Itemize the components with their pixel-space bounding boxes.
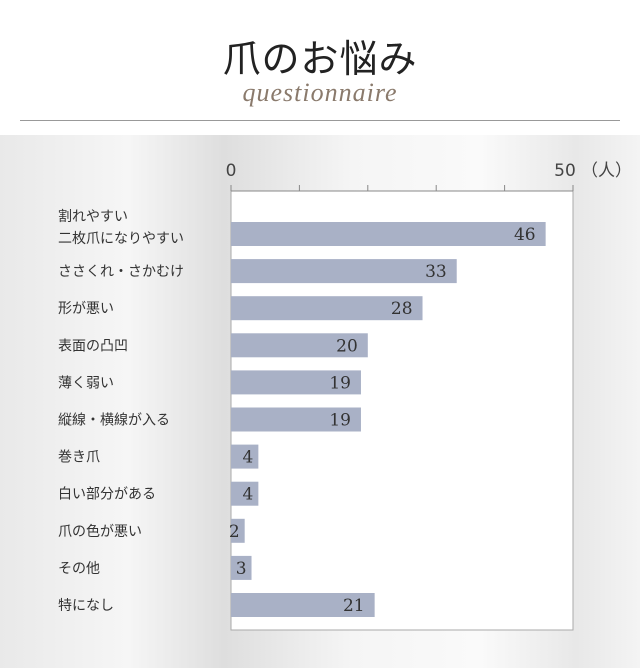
bar — [231, 444, 259, 469]
divider — [20, 120, 620, 121]
bar — [231, 593, 375, 617]
page-title: 爪のお悩み — [222, 37, 418, 81]
category-label: ささくれ・さかむけ — [58, 264, 184, 280]
category-label: 縦線・横線が入る — [58, 413, 170, 429]
category-label: 二枚爪になりやすい — [58, 231, 184, 247]
data-label: 21 — [343, 596, 365, 616]
bar — [231, 370, 361, 395]
category-label: 巻き爪 — [58, 450, 100, 466]
bar — [231, 222, 546, 246]
data-label: 20 — [336, 336, 358, 356]
tick-label-0: 0 — [226, 161, 237, 181]
bar — [231, 259, 457, 284]
data-label: 2 — [229, 522, 240, 542]
data-label: 33 — [425, 262, 447, 282]
unit-label: （人） — [581, 161, 632, 181]
data-label: 28 — [391, 299, 413, 319]
data-label: 19 — [329, 373, 351, 393]
data-label: 46 — [514, 225, 536, 245]
category-label: 形が悪い — [58, 301, 114, 317]
category-label: 表面の凸凹 — [58, 338, 128, 354]
bar — [231, 333, 368, 358]
data-label: 4 — [243, 448, 254, 468]
category-label: 薄く弱い — [58, 375, 114, 391]
data-label: 3 — [236, 559, 247, 579]
page-subtitle: questionnaire — [242, 78, 398, 107]
category-label: その他 — [58, 561, 100, 577]
bar — [231, 407, 361, 432]
category-label: 割れやすい — [58, 208, 128, 225]
bar — [231, 296, 423, 321]
bar — [231, 555, 252, 580]
data-label: 19 — [329, 411, 351, 431]
tick-label-50: 50 — [554, 161, 576, 181]
data-label: 4 — [243, 485, 254, 505]
bar — [231, 518, 245, 543]
category-label: 爪の色が悪い — [58, 523, 142, 540]
category-label: 特になし — [58, 598, 114, 614]
category-label: 白い部分がある — [58, 487, 156, 503]
bar — [231, 481, 259, 506]
